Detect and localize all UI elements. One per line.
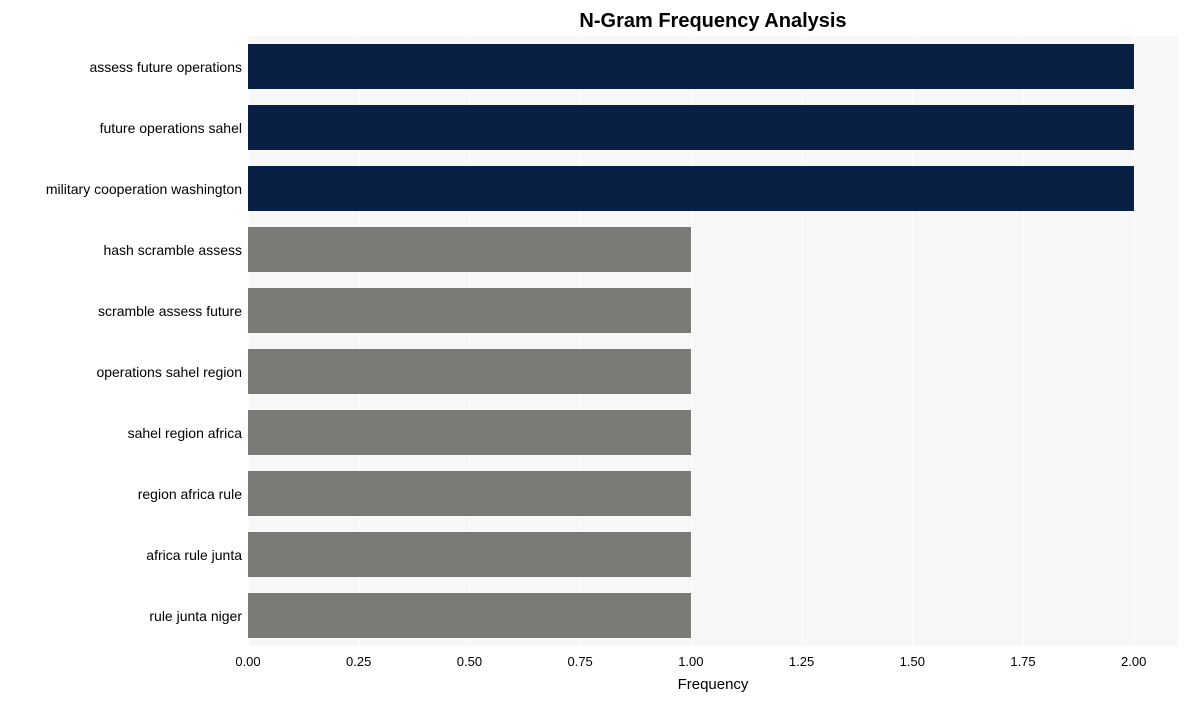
chart-title: N-Gram Frequency Analysis bbox=[579, 10, 846, 33]
ngram-frequency-chart: N-Gram Frequency Analysis 0.000.250.500.… bbox=[0, 0, 1188, 701]
y-tick-label: operations sahel region bbox=[96, 364, 248, 380]
bar-row bbox=[248, 227, 1178, 273]
x-tick-label: 0.25 bbox=[346, 646, 371, 669]
x-tick-label: 1.50 bbox=[900, 646, 925, 669]
y-tick-label: assess future operations bbox=[89, 59, 248, 75]
y-tick-label: scramble assess future bbox=[98, 303, 248, 319]
y-tick-label: hash scramble assess bbox=[103, 242, 248, 258]
bar-row bbox=[248, 471, 1178, 517]
x-tick-label: 1.75 bbox=[1010, 646, 1035, 669]
x-tick-label: 0.75 bbox=[567, 646, 592, 669]
bar-row bbox=[248, 288, 1178, 334]
bar bbox=[248, 105, 1134, 151]
y-tick-label: rule junta niger bbox=[149, 608, 248, 624]
bar bbox=[248, 349, 691, 395]
bar bbox=[248, 166, 1134, 212]
bar bbox=[248, 410, 691, 456]
y-tick-label: military cooperation washington bbox=[46, 181, 248, 197]
bar bbox=[248, 288, 691, 334]
y-tick-label: africa rule junta bbox=[146, 547, 248, 563]
bar bbox=[248, 44, 1134, 90]
bar bbox=[248, 227, 691, 273]
bar-row bbox=[248, 410, 1178, 456]
x-tick-label: 2.00 bbox=[1121, 646, 1146, 669]
plot-area: 0.000.250.500.751.001.251.501.752.00asse… bbox=[248, 36, 1178, 646]
x-tick-label: 0.50 bbox=[457, 646, 482, 669]
bar-row bbox=[248, 166, 1178, 212]
bar-row bbox=[248, 105, 1178, 151]
y-tick-label: sahel region africa bbox=[128, 425, 248, 441]
bar-row bbox=[248, 532, 1178, 578]
x-tick-label: 1.00 bbox=[678, 646, 703, 669]
x-tick-label: 1.25 bbox=[789, 646, 814, 669]
bar bbox=[248, 593, 691, 639]
y-tick-label: region africa rule bbox=[138, 486, 248, 502]
bar bbox=[248, 471, 691, 517]
bar-row bbox=[248, 349, 1178, 395]
bar-row bbox=[248, 44, 1178, 90]
bar-row bbox=[248, 593, 1178, 639]
x-axis-title: Frequency bbox=[678, 676, 749, 693]
bar bbox=[248, 532, 691, 578]
y-tick-label: future operations sahel bbox=[100, 120, 248, 136]
x-tick-label: 0.00 bbox=[235, 646, 260, 669]
